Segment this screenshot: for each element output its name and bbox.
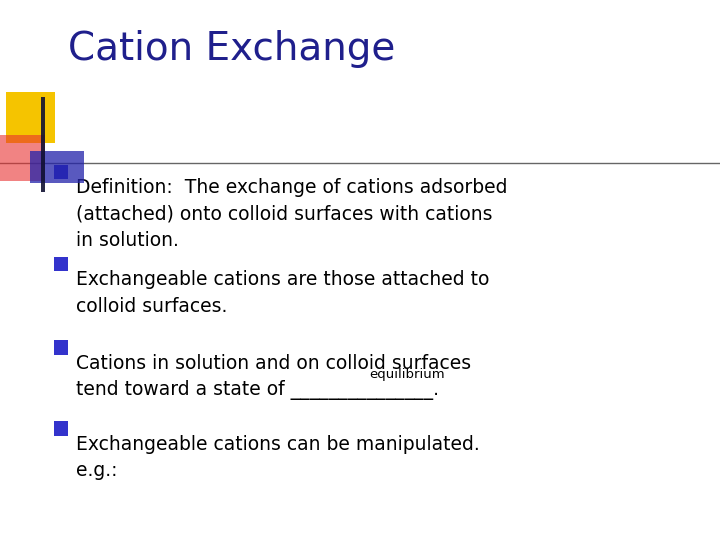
Bar bbox=[54, 165, 68, 179]
Bar bbox=[6, 92, 55, 143]
Bar bbox=[0, 135, 45, 181]
Text: equilibrium: equilibrium bbox=[369, 368, 445, 381]
Bar bbox=[41, 97, 45, 192]
Text: Exchangeable cations can be manipulated.
e.g.:: Exchangeable cations can be manipulated.… bbox=[76, 435, 480, 480]
Bar bbox=[54, 256, 68, 271]
Text: Cations in solution and on colloid surfaces
tend toward a state of _____________: Cations in solution and on colloid surfa… bbox=[76, 354, 471, 400]
Bar bbox=[30, 151, 84, 183]
Text: Exchangeable cations are those attached to
colloid surfaces.: Exchangeable cations are those attached … bbox=[76, 270, 489, 315]
Bar bbox=[54, 421, 68, 436]
Text: Cation Exchange: Cation Exchange bbox=[68, 30, 396, 68]
Bar bbox=[54, 340, 68, 355]
Text: Definition:  The exchange of cations adsorbed
(attached) onto colloid surfaces w: Definition: The exchange of cations adso… bbox=[76, 178, 507, 250]
